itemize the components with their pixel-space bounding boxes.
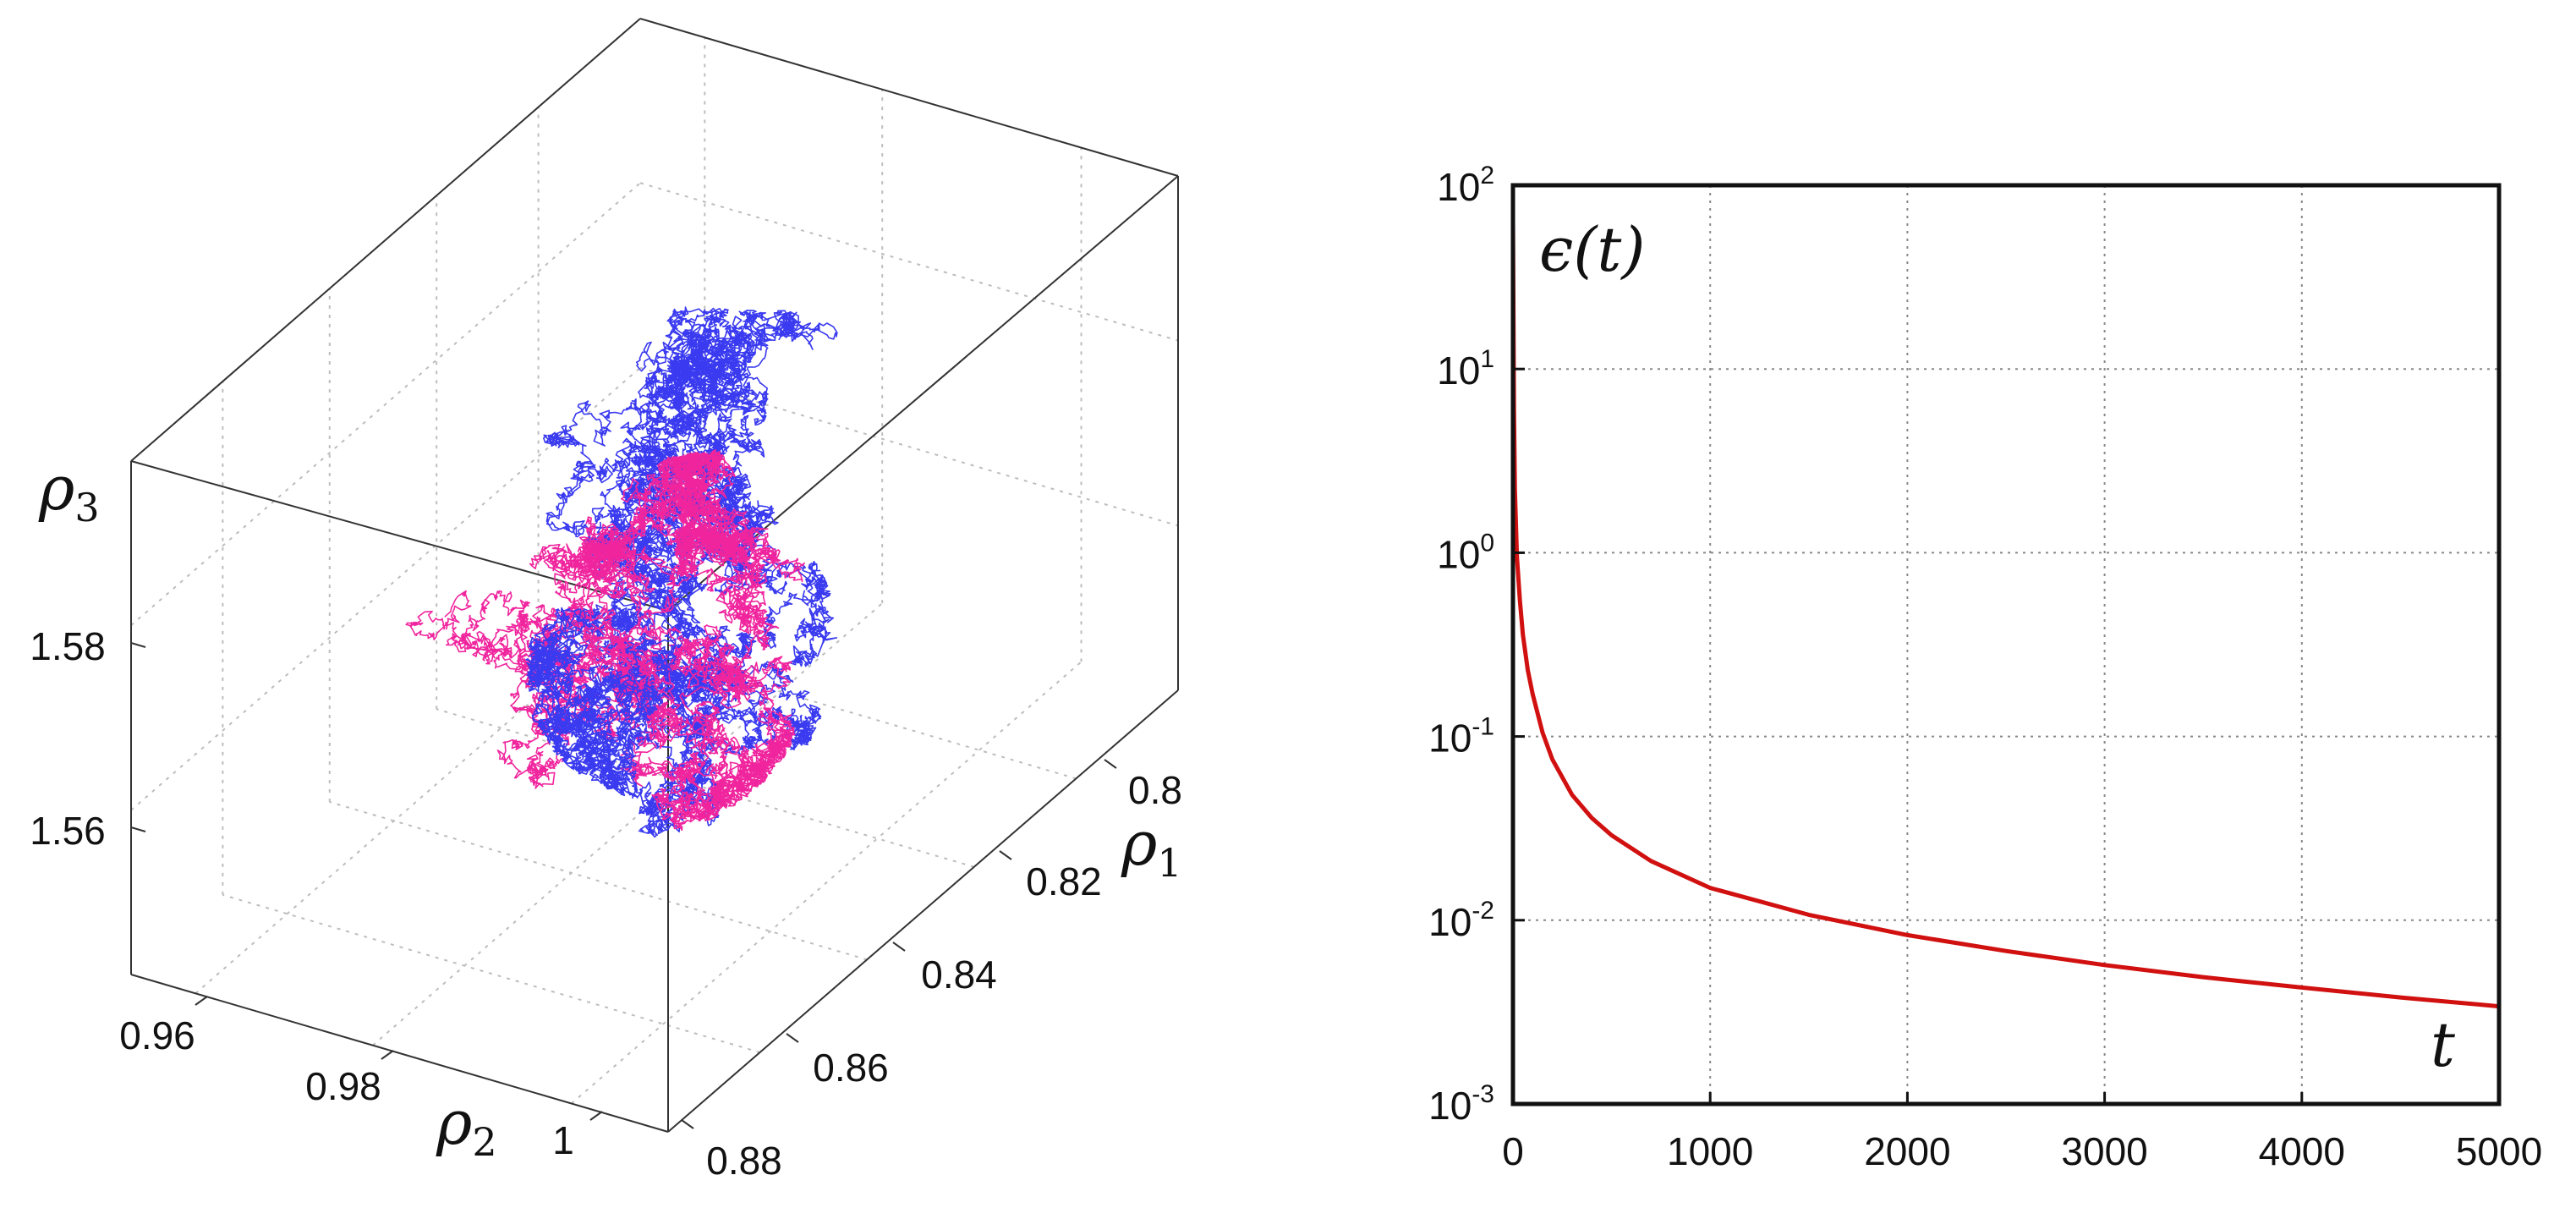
plot-frame (1510, 183, 2502, 1106)
grid-line (639, 366, 1179, 527)
x-tick-label: 4000 (2259, 1129, 2345, 1173)
grid-line (130, 367, 641, 811)
x-tick (195, 996, 208, 1006)
y-axis-label: ρ1 (1121, 808, 1182, 886)
grid-line (639, 182, 1179, 342)
box-edge (130, 974, 669, 1133)
y-tick-label: 0.84 (921, 953, 997, 997)
x-tick-label: 2000 (1864, 1129, 1950, 1173)
series-trajectory-blue (543, 306, 838, 641)
ticks-2d (1511, 184, 2501, 1106)
y-tick (892, 942, 906, 952)
x-tick (589, 1111, 603, 1121)
series-trajectory-blue (525, 607, 682, 799)
trajectories (405, 306, 838, 838)
z-tick-label: 1.56 (30, 809, 106, 853)
y-tick-labels: 102 101 100 10-1 10-2 10-3 (1428, 162, 1494, 1128)
x-tick-label: 1000 (1667, 1129, 1753, 1173)
y-tick (786, 1033, 799, 1043)
z-axis-label: ρ3 (38, 453, 100, 530)
z-tick-label: 1.58 (30, 624, 106, 668)
y-tick-label: 0.86 (813, 1046, 889, 1090)
x-tick-label: 5000 (2456, 1129, 2542, 1173)
y-tick-label: 0.82 (1026, 859, 1102, 903)
x-tick (381, 1050, 394, 1060)
y-tick-label: 0.88 (706, 1139, 782, 1183)
y-tick-label: 10-1 (1428, 713, 1494, 760)
series-trajectory-pink (405, 541, 796, 832)
y-tick-label: 0.8 (1128, 768, 1182, 812)
x-tick-label: 0.96 (119, 1013, 195, 1057)
z-tick (130, 826, 146, 832)
x-tick-label: 1 (552, 1118, 574, 1162)
series-trajectory-pink (578, 449, 805, 612)
x-axis-label: ρ2 (436, 1087, 497, 1165)
y-tick-label: 102 (1437, 162, 1494, 209)
grid-line (571, 661, 1082, 1105)
x-axis-label: t (2431, 1009, 2456, 1080)
x-tick-labels: 0 1000 2000 3000 4000 5000 (1502, 1129, 2542, 1173)
plot-3d: 1.58 1.56 0.96 0.98 1 0.8 0.82 0.84 0.86… (30, 18, 1182, 1183)
y-axis-label: ϵ(t) (1539, 214, 1645, 285)
box-edge (639, 18, 1179, 177)
x-tick-label: 0.98 (305, 1064, 381, 1108)
grid-line (195, 550, 705, 995)
y-tick (1104, 759, 1117, 769)
ticks-3d (130, 642, 1117, 1129)
grid-line (222, 893, 760, 1053)
y-tick (681, 1119, 694, 1129)
grid-line (329, 801, 868, 961)
y-tick-label: 10-2 (1428, 897, 1494, 944)
grid-line (436, 708, 975, 868)
grid-line (372, 602, 883, 1046)
y-tick-label: 101 (1437, 345, 1494, 393)
plot-2d: 0 1000 2000 3000 4000 5000 10210110010-110-21… (1428, 162, 2542, 1173)
y-tick (999, 850, 1012, 860)
z-tick (130, 642, 146, 648)
grid-line (130, 182, 641, 626)
y-tick-label: 10-3 (1428, 1080, 1494, 1128)
grid-2d (1513, 185, 2499, 1104)
box-edge (667, 689, 1179, 1133)
x-tick-label: 3000 (2061, 1129, 2147, 1173)
y-tick-label: 100 (1437, 529, 1494, 576)
box-edge (130, 18, 641, 462)
series-line-epsilon (1510, 219, 2500, 1009)
x-tick-label: 0 (1502, 1129, 1524, 1173)
